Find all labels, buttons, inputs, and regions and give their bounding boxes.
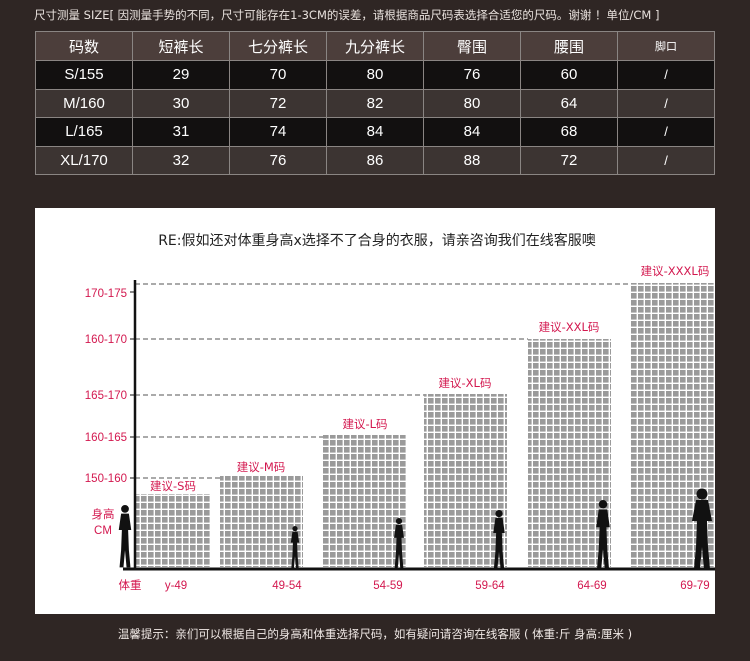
table-cell: 82 [326,88,424,118]
x-tick-label: y-49 [165,580,187,592]
height-axis-label: 身高 [92,507,115,521]
table-row: XL/170 32 76 86 88 72 / [35,145,715,175]
bars-group [136,283,715,567]
header-shorts-length: 短裤长 [132,31,230,61]
table-cell: 72 [520,145,618,175]
x-tick-label: 49-54 [272,580,302,592]
height-tick-label: 170-175 [85,288,127,300]
x-tick-label: 59-64 [475,580,505,592]
table-row: M/160 30 72 82 80 64 / [35,88,715,118]
table-cell: / [617,117,715,147]
table-cell: / [617,145,715,175]
bar-xl [424,394,507,567]
bar-label-xxxl: 建议-XXXL码 [641,264,710,278]
table-header-row: 码数 短裤长 七分裤长 九分裤长 臀围 腰围 脚口 [35,31,715,61]
height-tick-label: 160-165 [85,432,127,444]
table-cell: 32 [132,145,230,175]
table-cell: 31 [132,117,230,147]
bar-xxl [528,339,611,567]
table-cell: 60 [520,60,618,90]
table-cell: 29 [132,60,230,90]
header-ninth-length: 九分裤长 [326,31,424,61]
table-cell: 84 [423,117,521,147]
table-cell: 88 [423,145,521,175]
table-row: S/155 29 70 80 76 60 / [35,60,715,90]
table-cell: 68 [520,117,618,147]
table-cell: 72 [229,88,327,118]
chart-title: RE:假如还对体重身高x选择不了合身的衣服，请亲咨询我们在线客服噢 [158,232,596,249]
female-silhouette-icon [290,526,300,568]
height-tick-label: 150-160 [85,473,127,485]
x-tick-label: 54-59 [373,580,402,592]
table-cell: S/155 [35,60,133,90]
table-cell: XL/170 [35,145,133,175]
weight-axis-label: 体重 [119,578,142,592]
x-tick-label: 64-69 [577,580,606,592]
height-tick-label: 160-170 [85,334,127,346]
height-axis-unit: CM [94,525,112,537]
bar-label-l: 建议-L码 [342,417,387,431]
bar-label-xxl: 建议-XXL码 [539,320,600,334]
bar-label-xl: 建议-XL码 [439,376,492,390]
table-cell: L/165 [35,117,133,147]
silhouettes-group [118,488,712,569]
height-tick-label: 165-170 [85,390,127,402]
table-cell: 64 [520,88,618,118]
header-cropped-length: 七分裤长 [229,31,327,61]
table-cell: 74 [229,117,327,147]
bar-label-m: 建议-M码 [237,460,286,474]
header-size: 码数 [35,31,133,61]
table-cell: 86 [326,145,424,175]
size-table: 码数 短裤长 七分裤长 九分裤长 臀围 腰围 脚口 S/155 29 70 80… [35,31,715,175]
table-cell: 80 [423,88,521,118]
x-tick-label: 69-79 [680,580,709,592]
female-silhouette-icon [394,518,404,568]
table-cell: 70 [229,60,327,90]
female-silhouette-icon [596,500,610,568]
recommendation-panel: RE:假如还对体重身高x选择不了合身的衣服，请亲咨询我们在线客服噢 170-17… [35,208,715,614]
table-cell: M/160 [35,88,133,118]
header-hip: 臀围 [423,31,521,61]
bar-s [136,494,210,567]
table-cell: 80 [326,60,424,90]
table-cell: 84 [326,117,424,147]
female-silhouette-icon [118,505,132,568]
size-recommendation-chart: RE:假如还对体重身高x选择不了合身的衣服，请亲咨询我们在线客服噢 170-17… [85,232,715,592]
bar-m [220,476,303,567]
table-cell: / [617,88,715,118]
bar-l [323,435,406,567]
table-cell: 76 [229,145,327,175]
tip-note: 温馨提示：亲们可以根据自己的身高和体重选择尺码，如有疑问请咨询在线客服 ( 体重… [117,627,633,641]
table-cell: 30 [132,88,230,118]
table-cell: 76 [423,60,521,90]
size-note: 尺寸测量 SIZE[ 因测量手势的不同，尺寸可能存在1-3CM的误差，请根据商品… [34,8,660,22]
table-row: L/165 31 74 84 84 68 / [35,117,715,147]
female-silhouette-icon [493,510,505,568]
header-waist: 腰围 [520,31,618,61]
female-silhouette-icon [692,488,712,569]
table-cell: / [617,60,715,90]
header-ankle: 脚口 [617,31,715,61]
bar-label-s: 建议-S码 [150,479,196,493]
